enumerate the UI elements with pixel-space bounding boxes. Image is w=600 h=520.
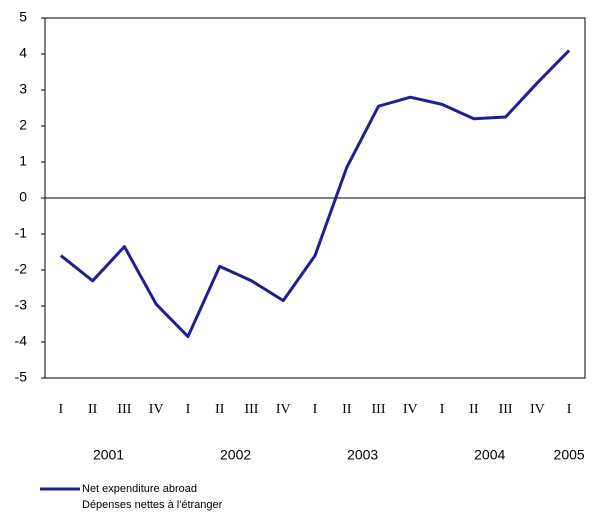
x-tick-label: IV: [276, 402, 291, 417]
x-tick-label: I: [59, 402, 64, 417]
x-tick-label: III: [499, 402, 513, 417]
y-tick-label: 4: [19, 45, 27, 61]
x-tick-label: I: [186, 402, 191, 417]
x-tick-label: IV: [530, 402, 545, 417]
x-tick-label: III: [372, 402, 386, 417]
x-tick-label: II: [469, 402, 479, 417]
y-tick-label: -5: [15, 369, 28, 385]
year-label: 2002: [220, 447, 251, 463]
legend-label: Net expenditure abroad: [82, 483, 197, 495]
y-tick-label: -2: [15, 261, 28, 277]
y-tick-label: 3: [19, 81, 27, 97]
year-label: 2004: [474, 447, 505, 463]
y-tick-label: -4: [15, 333, 28, 349]
legend-label-fr: Dépenses nettes à l'étranger: [82, 499, 223, 511]
y-tick-label: 0: [19, 189, 27, 205]
x-tick-label: I: [567, 402, 572, 417]
y-tick-label: 1: [19, 153, 27, 169]
x-tick-label: I: [440, 402, 445, 417]
y-tick-label: 2: [19, 117, 27, 133]
year-label: 2005: [554, 447, 585, 463]
y-tick-label: -1: [15, 225, 28, 241]
year-label: 2001: [93, 447, 124, 463]
x-tick-label: IV: [149, 402, 164, 417]
x-tick-label: III: [244, 402, 258, 417]
x-tick-label: IV: [403, 402, 418, 417]
year-label: 2003: [347, 447, 378, 463]
x-tick-label: II: [215, 402, 225, 417]
y-tick-label: -3: [15, 297, 28, 313]
x-tick-label: II: [88, 402, 98, 417]
x-tick-label: III: [117, 402, 131, 417]
y-tick-label: 5: [19, 9, 27, 25]
x-tick-label: I: [313, 402, 318, 417]
data-line: [59, 49, 571, 339]
x-tick-label: II: [342, 402, 352, 417]
